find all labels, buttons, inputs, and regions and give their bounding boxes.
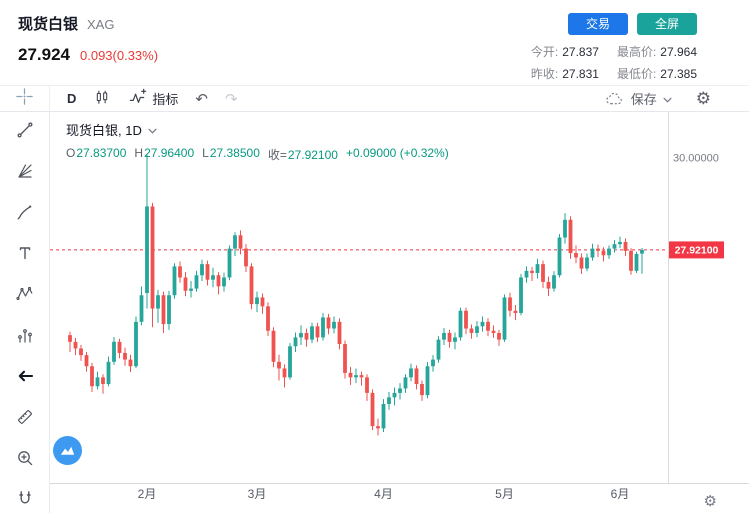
arrow-marker-icon[interactable]: [15, 366, 35, 386]
interval-button[interactable]: D: [67, 91, 77, 106]
candlestick-style-icon: [93, 88, 111, 109]
svg-text:2月: 2月: [138, 487, 157, 501]
candlestick-chart[interactable]: 30.00000 27.92100 2月 3月 4月 5月 6月: [50, 112, 749, 513]
chart-area[interactable]: 30.00000 27.92100 2月 3月 4月 5月 6月 现货白银, 1D O27.…: [50, 112, 749, 513]
crosshair-icon: [15, 87, 34, 111]
chevron-down-icon: [663, 91, 672, 106]
legend-ohlc: O27.83700 H27.96400 L27.38500 收=27.92100…: [66, 146, 449, 162]
legend-series-title: 现货白银, 1D: [66, 123, 142, 138]
svg-text:5月: 5月: [495, 487, 514, 501]
chart-style-button[interactable]: [93, 88, 111, 109]
undo-button[interactable]: ↶: [195, 90, 208, 108]
stat-low: 最低价: 27.385: [616, 67, 697, 82]
indicators-button[interactable]: 指标: [128, 88, 178, 110]
stat-high: 最高价: 27.964: [616, 45, 697, 60]
ruler-icon[interactable]: [15, 407, 35, 427]
stat-prev-close: 昨收: 27.831: [530, 67, 599, 82]
site-logo: [53, 436, 82, 465]
svg-text:27.92100: 27.92100: [675, 244, 719, 256]
xabcd-pattern-icon[interactable]: [15, 284, 35, 304]
brush-icon[interactable]: [15, 202, 35, 222]
fullscreen-button[interactable]: 全屏: [636, 13, 697, 36]
svg-text:30.00000: 30.00000: [673, 153, 719, 165]
trend-line-icon[interactable]: [15, 120, 35, 140]
svg-text:6月: 6月: [611, 487, 630, 501]
legend-chevron-down-icon[interactable]: [148, 122, 157, 137]
instrument-symbol: XAG: [87, 17, 115, 32]
crosshair-tool[interactable]: [0, 86, 50, 111]
axis-settings-gear-icon[interactable]: ⚙: [703, 493, 717, 510]
svg-text:4月: 4月: [374, 487, 393, 501]
gann-fib-tools-icon[interactable]: [15, 161, 35, 181]
chart-toolbar: D 指标 ↶ ↷: [0, 85, 749, 112]
header: 现货白银 XAG 27.924 0.093(0.33%) 交易 全屏 今开: 27…: [0, 0, 749, 85]
last-price: 27.924: [18, 45, 70, 64]
instrument-block: 现货白银 XAG 27.924 0.093(0.33%): [18, 0, 158, 85]
header-right: 交易 全屏 今开: 27.837 最高价: 27.964 昨收: 27.831 最低价…: [531, 0, 697, 85]
main-area: 30.00000 27.92100 2月 3月 4月 5月 6月 现货白银, 1D O27.…: [0, 112, 749, 513]
forecast-measure-icon[interactable]: [15, 325, 35, 345]
chart-legend: 现货白银, 1D O27.83700 H27.96400 L27.38500 收…: [66, 120, 449, 163]
trade-button[interactable]: 交易: [567, 13, 628, 36]
quote-stats: 今开: 27.837 最高价: 27.964 昨收: 27.831 最低价: 27.38…: [531, 43, 697, 82]
zoom-in-icon[interactable]: [15, 448, 35, 468]
legend-change: +0.09000 (+0.32%): [345, 146, 449, 160]
redo-button[interactable]: ↷: [224, 90, 238, 108]
stat-open: 今开: 27.837: [530, 45, 599, 60]
price-change: 0.093(0.33%): [80, 48, 159, 63]
instrument-title: 现货白银: [18, 16, 79, 33]
indicators-icon: [128, 88, 147, 110]
settings-gear-icon[interactable]: ⚙: [695, 89, 711, 108]
svg-text:3月: 3月: [248, 487, 267, 501]
cloud-icon: [604, 89, 625, 109]
text-tool-icon[interactable]: [15, 243, 35, 263]
magnet-icon[interactable]: [15, 489, 35, 509]
save-button[interactable]: 保存: [604, 89, 672, 109]
drawing-toolbar: [0, 112, 50, 513]
